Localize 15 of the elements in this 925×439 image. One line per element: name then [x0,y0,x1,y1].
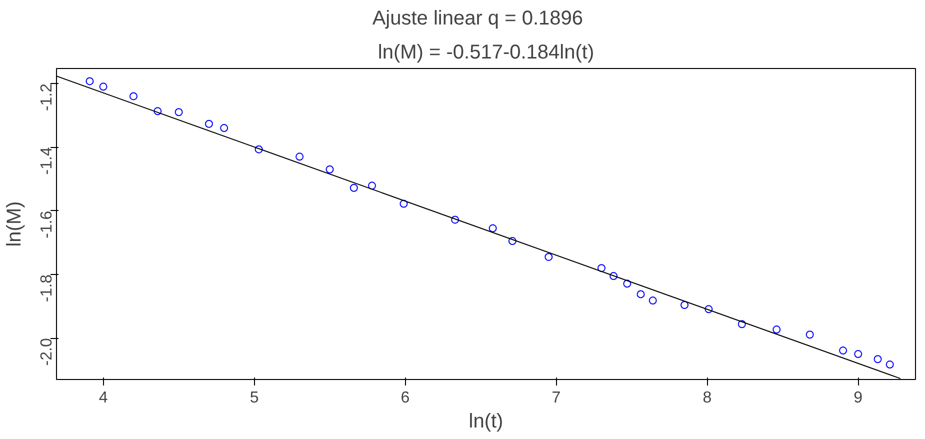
y-tick-label: -2.0 [38,338,56,366]
x-tick-label: 9 [854,390,863,406]
x-tick-label: 4 [98,390,108,406]
x-tick-label: 6 [400,390,410,406]
chart-subtitle: ln(M) = -0.517-0.184ln(t) [378,42,594,64]
chart-title: Ajuste linear q = 0.1896 [372,8,584,30]
y-axis-title: ln(M) [4,201,26,247]
y-tick-label: -1.6 [38,210,56,238]
y-tick-label: -1.8 [38,274,56,302]
x-axis-title: ln(t) [468,410,504,432]
y-tick-label: -1.2 [38,83,56,112]
x-tick-label: 5 [250,390,259,406]
x-tick-label: 8 [702,390,712,406]
x-tick-label: 7 [552,390,561,406]
y-tick-label: -1.4 [38,147,56,175]
